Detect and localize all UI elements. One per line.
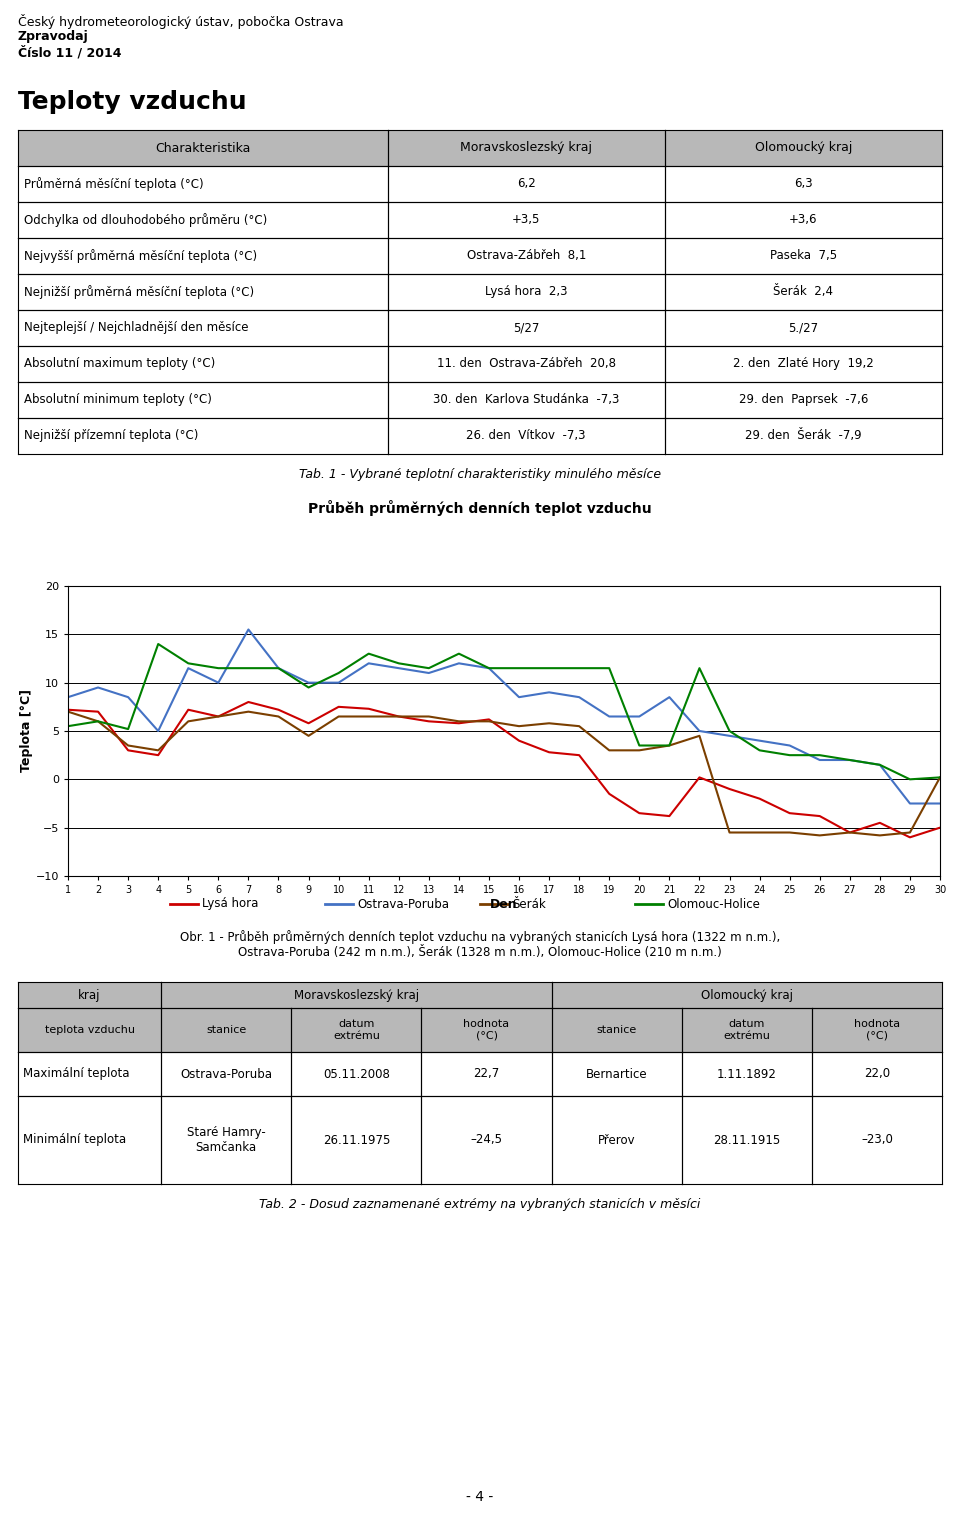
- Text: 29. den  Šerák  -7,9: 29. den Šerák -7,9: [745, 430, 862, 442]
- Text: Charakteristika: Charakteristika: [156, 142, 251, 154]
- Text: Olomouc-Holice: Olomouc-Holice: [667, 898, 760, 910]
- Text: 6,2: 6,2: [516, 177, 536, 190]
- Text: 29. den  Paprsek  -7,6: 29. den Paprsek -7,6: [738, 393, 868, 407]
- Text: Ostrava-Poruba (242 m n.m.), Šerák (1328 m n.m.), Olomouc-Holice (210 m n.m.): Ostrava-Poruba (242 m n.m.), Šerák (1328…: [238, 946, 722, 959]
- Text: Zpravodaj: Zpravodaj: [18, 30, 88, 43]
- Bar: [161, 981, 552, 1007]
- Text: Moravskoslezský kraj: Moravskoslezský kraj: [294, 989, 419, 1001]
- Text: 2. den  Zlaté Hory  19,2: 2. den Zlaté Hory 19,2: [733, 358, 874, 370]
- Text: teplota vzduchu: teplota vzduchu: [44, 1026, 134, 1035]
- Text: Moravskoslezský kraj: Moravskoslezský kraj: [460, 142, 592, 154]
- Text: Ostrava-Zábřeh  8,1: Ostrava-Zábřeh 8,1: [467, 250, 586, 262]
- Text: 5./27: 5./27: [788, 322, 819, 334]
- Text: Bernartice: Bernartice: [586, 1067, 647, 1081]
- Text: 22,0: 22,0: [864, 1067, 890, 1081]
- Text: Ostrava-Poruba: Ostrava-Poruba: [180, 1067, 273, 1081]
- Text: –23,0: –23,0: [861, 1134, 893, 1146]
- Y-axis label: Teplota [°C]: Teplota [°C]: [20, 689, 33, 773]
- Text: 5/27: 5/27: [513, 322, 540, 334]
- Text: Šerák: Šerák: [512, 898, 545, 910]
- Text: Absolutní minimum teploty (°C): Absolutní minimum teploty (°C): [24, 393, 212, 407]
- Bar: [682, 1007, 812, 1052]
- Bar: [812, 1007, 942, 1052]
- Text: Paseka  7,5: Paseka 7,5: [770, 250, 837, 262]
- Text: +3,5: +3,5: [512, 213, 540, 227]
- Text: Absolutní maximum teploty (°C): Absolutní maximum teploty (°C): [24, 358, 215, 370]
- Text: Nejnižší přízemní teplota (°C): Nejnižší přízemní teplota (°C): [24, 430, 199, 442]
- Bar: [421, 1007, 552, 1052]
- Text: Průběh průměrných denních teplot vzduchu: Průběh průměrných denních teplot vzduchu: [308, 500, 652, 517]
- Text: 05.11.2008: 05.11.2008: [323, 1067, 390, 1081]
- Text: stanice: stanice: [596, 1026, 636, 1035]
- Text: Přerov: Přerov: [598, 1134, 636, 1146]
- Bar: [664, 130, 942, 166]
- Text: Lysá hora  2,3: Lysá hora 2,3: [485, 285, 567, 299]
- Text: Minimální teplota: Minimální teplota: [23, 1134, 126, 1146]
- Bar: [291, 1007, 421, 1052]
- Text: Tab. 1 - Vybrané teplotní charakteristiky minulého měsíce: Tab. 1 - Vybrané teplotní charakteristik…: [299, 468, 661, 482]
- Text: Lysá hora: Lysá hora: [202, 898, 258, 910]
- Text: +3,6: +3,6: [789, 213, 818, 227]
- Text: kraj: kraj: [79, 989, 101, 1001]
- Text: - 4 -: - 4 -: [467, 1490, 493, 1504]
- Text: 26. den  Vítkov  -7,3: 26. den Vítkov -7,3: [467, 430, 586, 442]
- Text: 6,3: 6,3: [794, 177, 813, 190]
- Text: hodnota
(°C): hodnota (°C): [464, 1020, 510, 1041]
- Bar: [552, 1007, 682, 1052]
- Text: 30. den  Karlova Studánka  -7,3: 30. den Karlova Studánka -7,3: [433, 393, 619, 407]
- Text: –24,5: –24,5: [470, 1134, 502, 1146]
- Text: 28.11.1915: 28.11.1915: [713, 1134, 780, 1146]
- Bar: [18, 1007, 161, 1052]
- X-axis label: Den: Den: [491, 898, 517, 911]
- Text: 1.11.1892: 1.11.1892: [717, 1067, 777, 1081]
- Text: Olomoucký kraj: Olomoucký kraj: [755, 142, 852, 154]
- Text: Nejvyšší průměrná měsíční teplota (°C): Nejvyšší průměrná měsíční teplota (°C): [24, 248, 257, 264]
- Bar: [161, 1007, 291, 1052]
- Text: Šerák  2,4: Šerák 2,4: [774, 285, 833, 299]
- Text: 11. den  Ostrava-Zábřeh  20,8: 11. den Ostrava-Zábřeh 20,8: [437, 358, 615, 370]
- Text: Průměrná měsíční teplota (°C): Průměrná měsíční teplota (°C): [24, 177, 204, 190]
- Text: stanice: stanice: [206, 1026, 247, 1035]
- Bar: [552, 981, 942, 1007]
- Text: Tab. 2 - Dosud zaznamenané extrémy na vybraných stanicích v měsíci: Tab. 2 - Dosud zaznamenané extrémy na vy…: [259, 1198, 701, 1212]
- Text: Český hydrometeorologický ústav, pobočka Ostrava: Český hydrometeorologický ústav, pobočka…: [18, 14, 344, 29]
- Text: 22,7: 22,7: [473, 1067, 499, 1081]
- Bar: [18, 130, 388, 166]
- Text: Olomoucký kraj: Olomoucký kraj: [701, 989, 793, 1001]
- Text: hodnota
(°C): hodnota (°C): [853, 1020, 900, 1041]
- Text: Odchylka od dlouhodobého průměru (°C): Odchylka od dlouhodobého průměru (°C): [24, 213, 267, 227]
- Text: Nejteplejší / Nejchladnější den měsíce: Nejteplejší / Nejchladnější den měsíce: [24, 322, 249, 334]
- Text: Číslo 11 / 2014: Číslo 11 / 2014: [18, 46, 122, 59]
- Text: Maximální teplota: Maximální teplota: [23, 1067, 130, 1081]
- Bar: [388, 130, 664, 166]
- Text: 26.11.1975: 26.11.1975: [323, 1134, 390, 1146]
- Text: Obr. 1 - Průběh průměrných denních teplot vzduchu na vybraných stanicích Lysá ho: Obr. 1 - Průběh průměrných denních teplo…: [180, 930, 780, 943]
- Text: Ostrava-Poruba: Ostrava-Poruba: [357, 898, 449, 910]
- Text: Nejnižší průměrná měsíční teplota (°C): Nejnižší průměrná měsíční teplota (°C): [24, 285, 254, 299]
- Text: Staré Hamry-
Samčanka: Staré Hamry- Samčanka: [187, 1126, 266, 1154]
- Text: datum
extrému: datum extrému: [724, 1020, 770, 1041]
- Text: datum
extrému: datum extrému: [333, 1020, 380, 1041]
- Bar: [18, 981, 161, 1007]
- Text: Teploty vzduchu: Teploty vzduchu: [18, 90, 247, 114]
